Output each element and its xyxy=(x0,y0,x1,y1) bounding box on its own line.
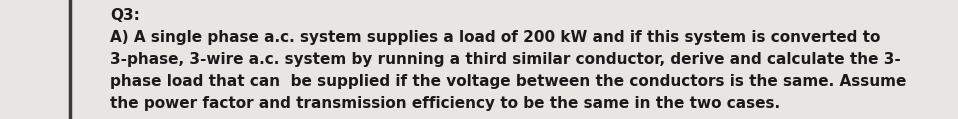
Text: 3-phase, 3-wire a.c. system by running a third similar conductor, derive and cal: 3-phase, 3-wire a.c. system by running a… xyxy=(110,52,901,67)
Text: Q3:: Q3: xyxy=(110,8,140,23)
Text: A) A single phase a.c. system supplies a load of 200 kW and if this system is co: A) A single phase a.c. system supplies a… xyxy=(110,30,880,45)
Text: phase load that can  be supplied if the voltage between the conductors is the sa: phase load that can be supplied if the v… xyxy=(110,74,906,89)
Text: the power factor and transmission efficiency to be the same in the two cases.: the power factor and transmission effici… xyxy=(110,96,780,111)
